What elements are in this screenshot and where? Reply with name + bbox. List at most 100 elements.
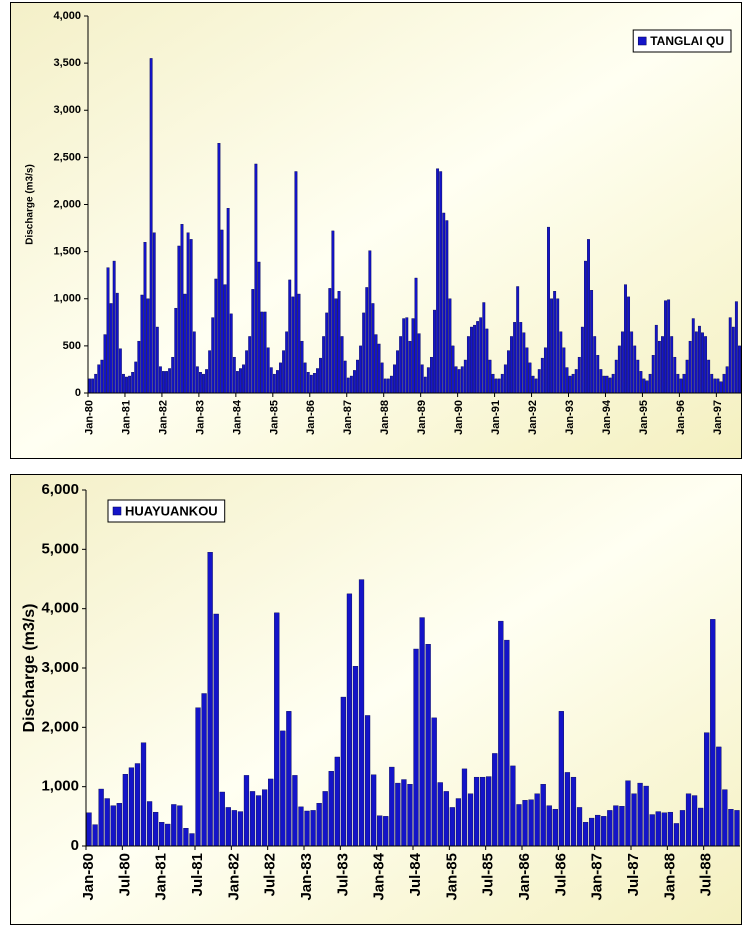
bar bbox=[112, 260, 116, 394]
bar bbox=[439, 171, 443, 394]
y-tick-label: 6,000 bbox=[41, 481, 79, 498]
bar bbox=[436, 168, 440, 394]
bar bbox=[168, 368, 172, 394]
bar bbox=[679, 810, 686, 847]
y-tick-label: 500 bbox=[63, 340, 81, 352]
bar bbox=[716, 378, 720, 394]
bar bbox=[519, 322, 523, 394]
bar bbox=[556, 298, 560, 394]
bar bbox=[146, 801, 153, 847]
bar bbox=[550, 298, 554, 394]
x-tick-label: Jul-80 bbox=[116, 853, 133, 896]
legend-swatch bbox=[637, 36, 647, 46]
bar bbox=[661, 336, 664, 394]
bar bbox=[590, 290, 594, 394]
bar bbox=[94, 373, 98, 394]
bar bbox=[507, 350, 510, 394]
bar bbox=[504, 639, 510, 847]
bar bbox=[368, 250, 372, 394]
bar bbox=[364, 715, 371, 847]
bar bbox=[725, 366, 729, 394]
bar bbox=[211, 317, 215, 394]
bar bbox=[226, 208, 230, 394]
bar bbox=[574, 369, 578, 394]
bar bbox=[340, 336, 344, 394]
bar bbox=[239, 368, 242, 394]
bar bbox=[601, 816, 607, 847]
bar bbox=[522, 332, 526, 394]
bar bbox=[513, 322, 517, 394]
bar bbox=[682, 373, 686, 394]
bar bbox=[528, 362, 532, 394]
bar bbox=[131, 372, 135, 394]
bar bbox=[608, 377, 612, 394]
bar bbox=[503, 364, 507, 394]
bar bbox=[304, 810, 310, 847]
bar bbox=[595, 814, 601, 847]
y-tick-label: 3,000 bbox=[41, 659, 79, 676]
bar bbox=[165, 823, 171, 847]
bar bbox=[180, 224, 184, 394]
bar bbox=[528, 799, 534, 847]
chart-frame bbox=[10, 474, 742, 925]
bar bbox=[540, 784, 546, 847]
bar bbox=[91, 378, 95, 394]
bar bbox=[356, 359, 359, 394]
bar bbox=[395, 782, 401, 847]
bar bbox=[642, 378, 646, 394]
bar bbox=[651, 355, 655, 394]
bar bbox=[525, 347, 529, 394]
legend-label: TANGLAI QU bbox=[650, 34, 724, 48]
bar bbox=[625, 780, 631, 847]
bar bbox=[294, 171, 298, 394]
bar bbox=[195, 366, 199, 394]
bar bbox=[497, 378, 501, 394]
bar bbox=[413, 648, 419, 847]
bar bbox=[713, 378, 717, 394]
bar bbox=[292, 775, 298, 847]
bar bbox=[402, 318, 406, 394]
bar bbox=[322, 791, 328, 847]
bar bbox=[613, 805, 619, 847]
bar bbox=[328, 288, 332, 394]
bar bbox=[564, 772, 571, 847]
bar bbox=[235, 371, 239, 394]
bar bbox=[627, 296, 631, 394]
bar bbox=[584, 260, 587, 394]
bar bbox=[297, 293, 301, 394]
bar bbox=[251, 289, 255, 394]
y-tick-label: 3,000 bbox=[53, 104, 81, 116]
bar bbox=[86, 812, 92, 847]
bar bbox=[214, 278, 218, 394]
bar bbox=[734, 301, 738, 394]
x-tick-label: Jul-82 bbox=[262, 853, 279, 896]
bar bbox=[312, 373, 316, 394]
bar bbox=[274, 612, 280, 847]
bar bbox=[562, 347, 566, 394]
x-tick-label: Jan-85 bbox=[443, 853, 460, 901]
bar bbox=[648, 373, 652, 394]
bar bbox=[286, 711, 292, 847]
bar bbox=[374, 334, 378, 394]
bar bbox=[325, 312, 329, 394]
bar bbox=[189, 833, 195, 847]
y-tick-label: 5,000 bbox=[41, 540, 79, 557]
bar bbox=[303, 362, 307, 394]
bar bbox=[473, 324, 476, 394]
bar bbox=[498, 620, 504, 847]
bar bbox=[643, 785, 649, 847]
bar bbox=[620, 331, 624, 394]
bar bbox=[242, 364, 245, 394]
bar bbox=[316, 803, 322, 847]
bar bbox=[257, 261, 261, 394]
bar bbox=[177, 245, 181, 394]
bar bbox=[443, 791, 449, 847]
bar bbox=[201, 693, 207, 847]
bar bbox=[405, 317, 409, 394]
bar bbox=[331, 230, 335, 394]
bar bbox=[571, 373, 575, 394]
bar bbox=[359, 345, 363, 394]
bar bbox=[728, 809, 734, 847]
bar bbox=[349, 375, 353, 394]
bar bbox=[177, 805, 183, 847]
